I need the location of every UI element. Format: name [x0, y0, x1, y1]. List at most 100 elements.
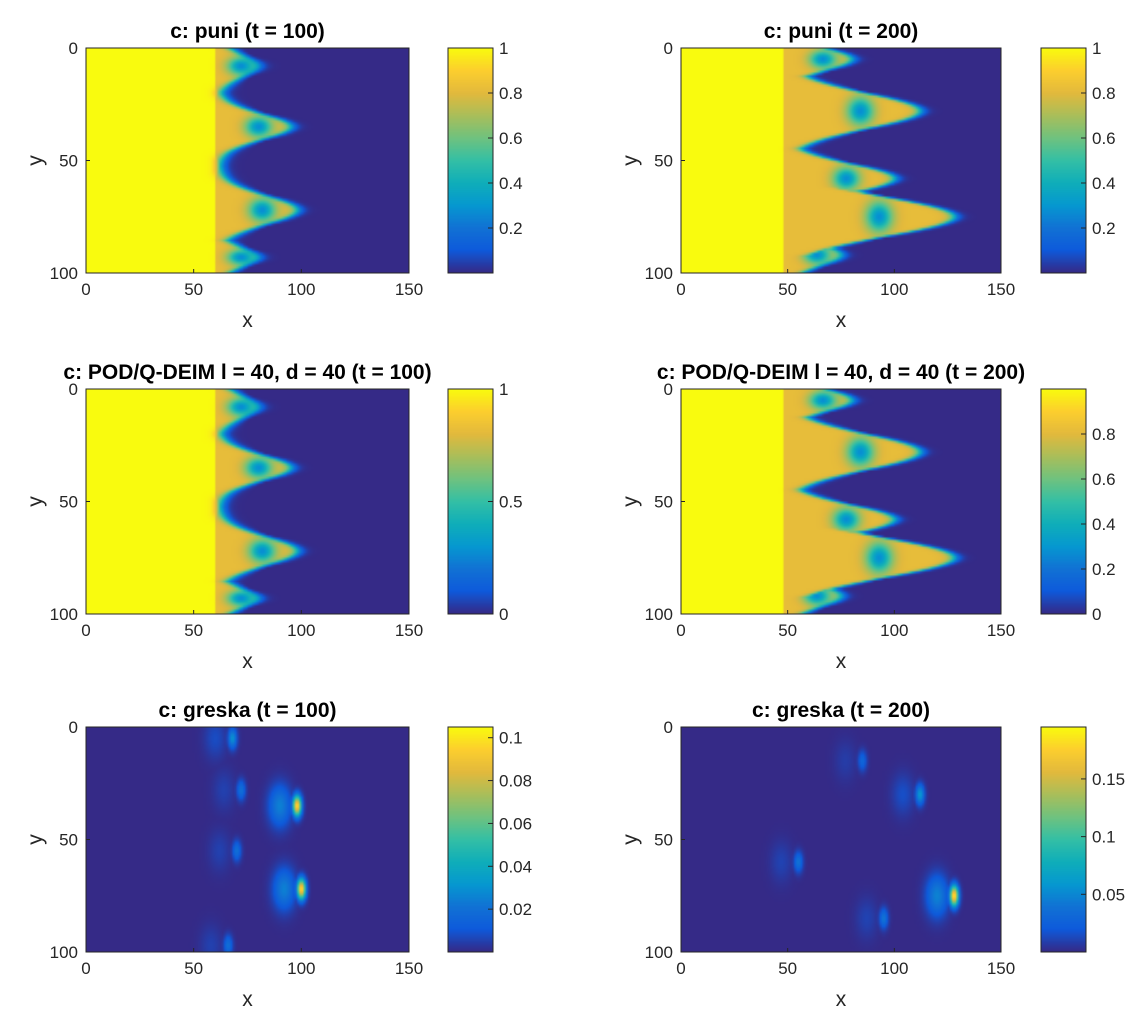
y-axis-label: y — [24, 496, 47, 507]
colorbar-tick-label: 1 — [499, 39, 508, 58]
x-tick-label: 150 — [987, 959, 1015, 978]
colorbar-3 — [448, 389, 493, 614]
colorbar-tick-label: 0.8 — [1092, 84, 1116, 103]
heatmap-image-6 — [681, 727, 1001, 952]
x-tick-label: 50 — [184, 280, 203, 299]
x-axis-label: x — [242, 309, 253, 332]
y-tick-label: 50 — [654, 493, 673, 512]
y-axis-label: y — [619, 496, 642, 507]
colorbar-tick-label: 0.2 — [1092, 219, 1116, 238]
heatmap-image-4 — [681, 389, 1001, 614]
y-tick-label: 50 — [654, 831, 673, 850]
colorbar-frame — [447, 47, 494, 274]
x-tick-label: 100 — [287, 959, 315, 978]
y-tick-label: 100 — [50, 605, 78, 624]
panel-title: c: puni (t = 200) — [764, 20, 919, 43]
panel-title: c: puni (t = 100) — [170, 20, 325, 43]
x-tick-label: 50 — [778, 621, 797, 640]
heatmap-image-1 — [86, 48, 409, 273]
colorbar-frame — [1040, 388, 1087, 615]
colorbar-tick-label: 0.6 — [1092, 470, 1116, 489]
colorbar-tick-label: 0.06 — [499, 814, 532, 833]
x-tick-label: 100 — [880, 621, 908, 640]
y-tick-label: 50 — [59, 831, 78, 850]
y-axis-label: y — [619, 155, 642, 166]
y-tick-label: 0 — [664, 39, 673, 58]
colorbar-tick-label: 0.02 — [499, 900, 532, 919]
colorbar-tick-label: 0.8 — [1092, 425, 1116, 444]
x-tick-label: 150 — [395, 959, 423, 978]
y-axis-label: y — [24, 155, 47, 166]
colorbar-2 — [1041, 48, 1086, 273]
x-tick-label: 100 — [880, 280, 908, 299]
colorbar-frame — [1040, 726, 1087, 953]
colorbar-tick-label: 0.5 — [499, 493, 523, 512]
panel-title: c: POD/Q-DEIM l = 40, d = 40 (t = 200) — [657, 361, 1025, 384]
colorbar-tick-label: 1 — [1092, 39, 1101, 58]
y-tick-label: 50 — [59, 152, 78, 171]
colorbar-tick-label: 0 — [499, 605, 508, 624]
x-axis-label: x — [836, 650, 847, 673]
y-tick-label: 0 — [664, 718, 673, 737]
colorbar-tick-label: 0.2 — [499, 219, 523, 238]
y-tick-label: 100 — [50, 943, 78, 962]
colorbar-tick-label: 0.6 — [1092, 129, 1116, 148]
x-tick-label: 0 — [676, 280, 685, 299]
colorbar-5 — [448, 727, 493, 952]
x-tick-label: 100 — [880, 959, 908, 978]
colorbar-tick-label: 0.05 — [1092, 885, 1125, 904]
x-tick-label: 0 — [676, 959, 685, 978]
x-tick-label: 50 — [184, 959, 203, 978]
y-tick-label: 100 — [645, 605, 673, 624]
x-axis-label: x — [836, 988, 847, 1011]
y-tick-label: 50 — [59, 493, 78, 512]
x-tick-label: 100 — [287, 280, 315, 299]
panel-title: c: POD/Q-DEIM l = 40, d = 40 (t = 100) — [63, 361, 431, 384]
x-tick-label: 150 — [987, 621, 1015, 640]
x-tick-label: 0 — [81, 621, 90, 640]
x-tick-label: 50 — [778, 280, 797, 299]
x-axis-label: x — [836, 309, 847, 332]
x-tick-label: 0 — [81, 959, 90, 978]
x-axis-label: x — [242, 988, 253, 1011]
colorbar-tick-label: 0.04 — [499, 857, 532, 876]
y-axis-label: y — [619, 834, 642, 845]
y-tick-label: 0 — [69, 380, 78, 399]
y-tick-label: 0 — [664, 380, 673, 399]
colorbar-tick-label: 0.8 — [499, 84, 523, 103]
colorbar-1 — [448, 48, 493, 273]
panel-title: c: greska (t = 200) — [752, 699, 930, 722]
y-axis-label: y — [24, 834, 47, 845]
y-tick-label: 0 — [69, 39, 78, 58]
colorbar-tick-label: 0.08 — [499, 772, 532, 791]
colorbar-tick-label: 0.15 — [1092, 770, 1125, 789]
heatmap-image-3 — [86, 389, 409, 614]
x-tick-label: 0 — [676, 621, 685, 640]
colorbar-frame — [1040, 47, 1087, 274]
colorbar-frame — [447, 726, 494, 953]
x-tick-label: 150 — [987, 280, 1015, 299]
colorbar-tick-label: 0.6 — [499, 129, 523, 148]
panel-title: c: greska (t = 100) — [158, 699, 336, 722]
colorbar-tick-label: 0.4 — [1092, 174, 1116, 193]
x-tick-label: 0 — [81, 280, 90, 299]
colorbar-tick-label: 0 — [1092, 605, 1101, 624]
x-axis-label: x — [242, 650, 253, 673]
colorbar-tick-label: 0.2 — [1092, 560, 1116, 579]
y-tick-label: 50 — [654, 152, 673, 171]
y-tick-label: 100 — [645, 943, 673, 962]
colorbar-tick-label: 0.4 — [1092, 515, 1116, 534]
colorbar-6 — [1041, 727, 1086, 952]
x-tick-label: 100 — [287, 621, 315, 640]
colorbar-tick-label: 0.1 — [499, 729, 523, 748]
colorbar-tick-label: 1 — [499, 380, 508, 399]
colorbar-tick-label: 0.4 — [499, 174, 523, 193]
x-tick-label: 50 — [184, 621, 203, 640]
heatmap-image-2 — [681, 48, 1001, 273]
x-tick-label: 150 — [395, 621, 423, 640]
heatmap-image-5 — [86, 727, 409, 952]
x-tick-label: 150 — [395, 280, 423, 299]
colorbar-tick-label: 0.1 — [1092, 828, 1116, 847]
x-tick-label: 50 — [778, 959, 797, 978]
